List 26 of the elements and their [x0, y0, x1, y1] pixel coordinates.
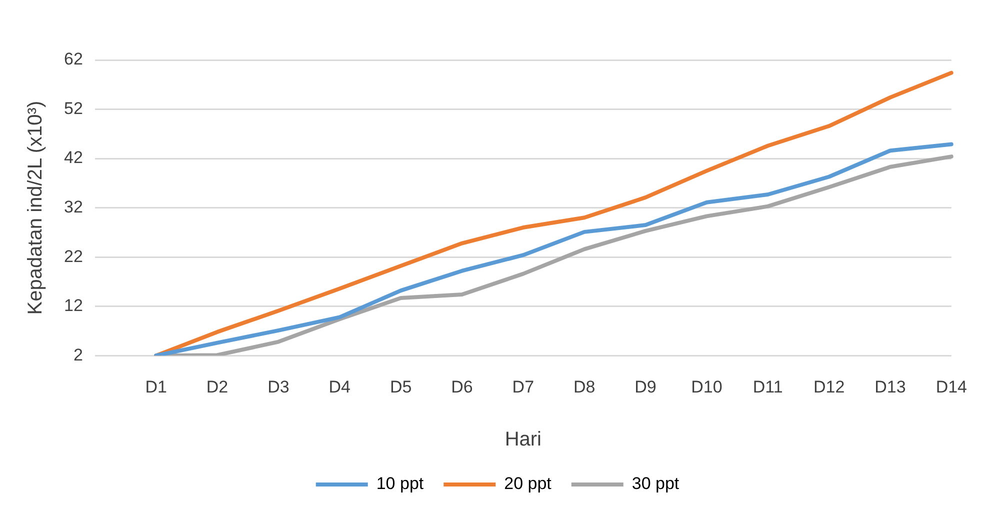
x-tick-label: D7 [512, 377, 534, 396]
y-tick-label: 42 [64, 148, 83, 168]
legend-label: 20 ppt [504, 474, 552, 494]
x-tick-label: D1 [145, 377, 167, 396]
legend-label: 10 ppt [376, 474, 424, 494]
x-tick-label: D9 [634, 377, 656, 396]
x-tick-label: D8 [573, 377, 596, 396]
x-tick-label: D6 [451, 377, 473, 396]
x-tick-label: D11 [752, 377, 783, 396]
x-axis-title: Hari [504, 428, 542, 451]
x-tick-label: D13 [874, 377, 906, 396]
x-tick-label: D12 [813, 377, 845, 396]
y-tick-label: 22 [64, 246, 83, 266]
y-tick-label: 32 [64, 197, 83, 216]
y-axis-title: Kepadatan ind/2L (x10³) [24, 100, 47, 315]
x-tick-label: D14 [936, 377, 967, 396]
x-tick-label: D3 [268, 377, 290, 396]
y-tick-label: 52 [64, 98, 83, 118]
y-tick-label: 62 [64, 50, 83, 69]
x-tick-label: D10 [691, 377, 722, 396]
legend-label: 30 ppt [632, 474, 680, 494]
x-tick-label: D2 [206, 377, 228, 396]
y-tick-label: 12 [64, 296, 83, 316]
x-tick-label: D4 [328, 377, 350, 396]
x-tick-label: D5 [390, 377, 412, 396]
y-tick-label: 2 [73, 345, 83, 364]
